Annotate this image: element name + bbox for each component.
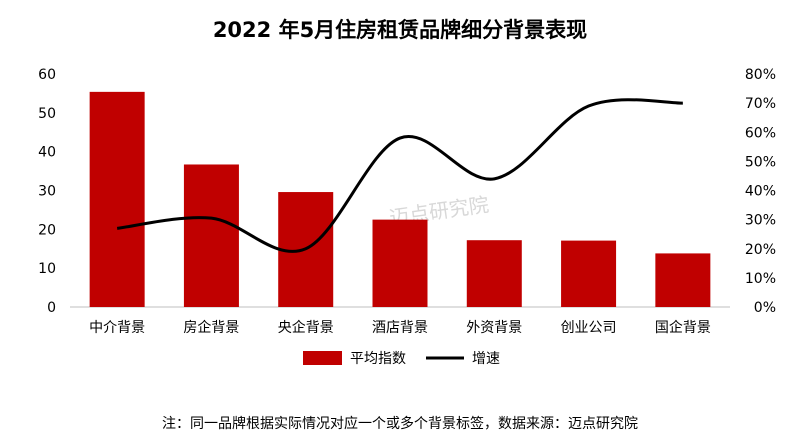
bar: [372, 219, 428, 307]
legend: 平均指数 增速: [303, 351, 500, 367]
right-tick-label: 50%: [745, 154, 776, 170]
category-label: 国企背景: [655, 319, 711, 336]
category-label: 中介背景: [89, 320, 145, 336]
left-tick-label: 40: [38, 145, 56, 161]
category-labels: 中介背景 房企背景 央企背景 酒店背景 外资背景 创业公司 国企背景: [89, 319, 711, 336]
legend-bar-label: 平均指数: [350, 351, 406, 367]
left-tick-label: 20: [38, 222, 56, 238]
legend-bar-swatch: [303, 351, 342, 365]
bar: [561, 240, 617, 307]
right-tick-label: 20%: [745, 242, 776, 258]
right-axis-ticks: 0% 10% 20% 30% 40% 50% 60% 70% 80%: [745, 67, 776, 316]
left-tick-label: 10: [38, 261, 56, 277]
category-label: 外资背景: [466, 320, 522, 336]
left-tick-label: 50: [38, 106, 56, 122]
left-tick-label: 30: [38, 184, 56, 200]
category-label: 房企背景: [183, 319, 239, 336]
right-tick-label: 40%: [745, 184, 776, 200]
growth-line: [116, 98, 683, 253]
left-tick-label: 60: [38, 67, 56, 83]
right-tick-label: 0%: [754, 300, 776, 316]
right-tick-label: 30%: [745, 213, 776, 229]
left-tick-label: 0: [47, 300, 56, 316]
left-axis-ticks: 0 10 20 30 40 50 60: [38, 67, 56, 316]
right-tick-label: 60%: [745, 125, 776, 141]
bar: [655, 253, 711, 307]
category-label: 酒店背景: [372, 320, 428, 336]
legend-line-label: 增速: [472, 351, 500, 367]
footnote: 注：同一品牌根据实际情况对应一个或多个背景标签，数据来源：迈点研究院: [162, 415, 638, 432]
category-label: 创业公司: [561, 320, 617, 336]
right-tick-label: 70%: [745, 96, 776, 112]
right-tick-label: 80%: [745, 67, 776, 83]
bar-series: [89, 91, 711, 307]
bar: [183, 164, 239, 307]
bar: [466, 240, 522, 307]
right-tick-label: 10%: [745, 271, 776, 287]
chart-title: 2022 年5月住房租赁品牌细分背景表现: [213, 18, 587, 42]
bar: [89, 91, 145, 307]
category-label: 央企背景: [278, 319, 334, 336]
